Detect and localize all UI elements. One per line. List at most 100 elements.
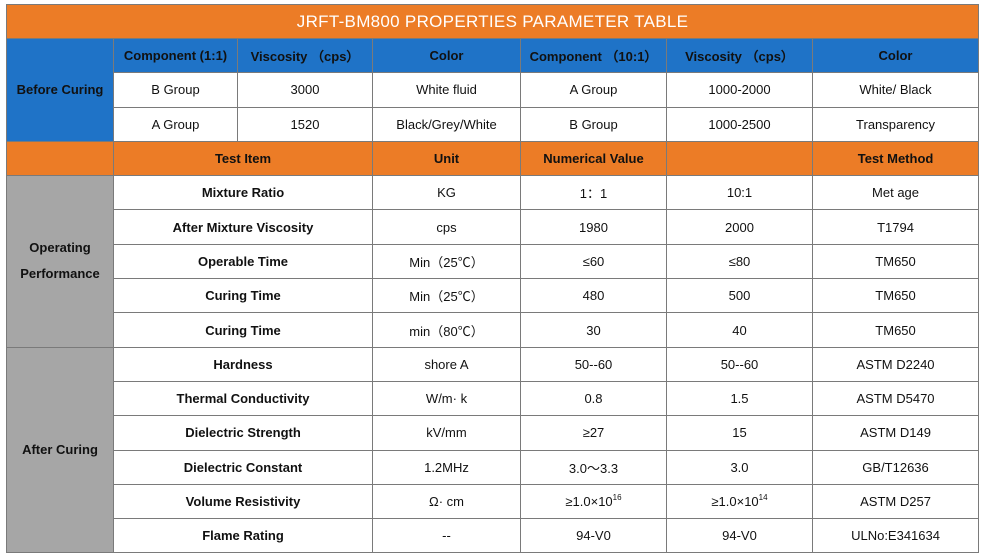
test-method: Met age <box>811 175 980 211</box>
test-item: Dielectric Constant <box>113 449 373 485</box>
table-row: B Group 3000 White fluid A Group 1000-20… <box>7 72 980 108</box>
cell: B Group <box>520 106 667 142</box>
value-1: ≤60 <box>520 243 667 280</box>
test-item: Mixture Ratio <box>113 175 373 211</box>
cell: 1000-2000 <box>666 72 813 108</box>
cell: 1000-2500 <box>666 106 813 142</box>
value-1-exponent: 16 <box>612 493 622 502</box>
value-2: 1.5 <box>666 380 813 417</box>
test-method: TM650 <box>811 278 980 314</box>
table-row: Thermal Conductivity W/m· k 0.8 1.5 ASTM… <box>7 380 980 417</box>
test-item: Volume Resistivity <box>113 483 373 520</box>
test-method: TM650 <box>811 312 980 348</box>
value-2: 3.0 <box>666 449 813 485</box>
test-item: Flame Rating <box>113 518 373 554</box>
cell: White/ Black <box>811 72 980 108</box>
value-1: 480 <box>520 278 667 314</box>
value-1: 3.0～3.3 <box>520 449 667 485</box>
header-blank-2 <box>666 140 813 177</box>
value-2-exponent: 14 <box>758 493 768 502</box>
unit: min（80℃） <box>372 312 521 348</box>
unit: KG <box>372 175 521 211</box>
table-row: Curing Time Min（25℃） 480 500 TM650 <box>7 278 980 314</box>
value-2: 94-V0 <box>666 518 813 554</box>
table-row: Operable Time Min（25℃） ≤60 ≤80 TM650 <box>7 243 980 280</box>
cell: A Group <box>520 72 667 108</box>
value-1: 50--60 <box>520 346 667 382</box>
table-row: Volume Resistivity Ω· cm ≥1.0×1016 ≥1.0×… <box>7 483 980 520</box>
value-2: 10:1 <box>666 175 813 211</box>
unit: Min（25℃） <box>372 243 521 280</box>
table-title: JRFT-BM800 PROPERTIES PARAMETER TABLE <box>5 4 980 39</box>
unit: Ω· cm <box>372 483 521 520</box>
table-row: A Group 1520 Black/Grey/White B Group 10… <box>7 106 980 142</box>
cell: White fluid <box>372 72 521 108</box>
value-1: 94-V0 <box>520 518 667 554</box>
header-unit: Unit <box>372 140 521 177</box>
value-1-base: ≥1.0×10 <box>565 494 613 509</box>
operating-performance-label: Operating Performance <box>6 175 114 348</box>
test-method: ASTM D257 <box>811 483 980 520</box>
value-2: 15 <box>666 415 813 451</box>
unit: W/m· k <box>372 380 521 417</box>
properties-table: JRFT-BM800 PROPERTIES PARAMETER TABLE Be… <box>5 4 980 554</box>
table-row: Curing Time min（80℃） 30 40 TM650 <box>7 312 980 348</box>
test-method: ASTM D5470 <box>811 380 980 417</box>
operating-label-line1: Operating <box>29 240 91 256</box>
unit: kV/mm <box>372 415 521 451</box>
header-component-10-1: Component （10:1） <box>520 37 667 74</box>
test-method: T1794 <box>811 209 980 245</box>
cell: A Group <box>113 106 238 142</box>
unit: -- <box>372 518 521 554</box>
unit: Min（25℃） <box>372 278 521 314</box>
test-item: Hardness <box>113 346 373 382</box>
value-2: 40 <box>666 312 813 348</box>
header-blank <box>6 140 114 177</box>
test-method: ASTM D149 <box>811 415 980 451</box>
value-2: 500 <box>666 278 813 314</box>
test-method: TM650 <box>811 243 980 280</box>
header-color-2: Color <box>811 37 980 74</box>
test-method: ASTM D2240 <box>811 346 980 382</box>
value-2-base: ≥1.0×10 <box>711 494 759 509</box>
table-row: Dielectric Strength kV/mm ≥27 15 ASTM D1… <box>7 415 980 451</box>
value-1: 30 <box>520 312 667 348</box>
test-method: GB/T12636 <box>811 449 980 485</box>
header-viscosity-1: Viscosity （cps） <box>237 37 373 74</box>
value-1: 0.8 <box>520 380 667 417</box>
value-1: 1：1 <box>520 175 667 211</box>
value-1: 1980 <box>520 209 667 245</box>
cell: 3000 <box>237 72 373 108</box>
header-component-1-1: Component (1:1) <box>113 37 238 74</box>
test-item: Dielectric Strength <box>113 415 373 451</box>
operating-label-line2: Performance <box>20 266 100 282</box>
test-item: Operable Time <box>113 243 373 280</box>
cell: Black/Grey/White <box>372 106 521 142</box>
test-item: Curing Time <box>113 278 373 314</box>
test-method: ULNo:E341634 <box>811 518 980 554</box>
test-item: Thermal Conductivity <box>113 380 373 417</box>
unit: 1.2MHz <box>372 449 521 485</box>
header-color-1: Color <box>372 37 521 74</box>
test-item: Curing Time <box>113 312 373 348</box>
after-curing-label: After Curing <box>6 346 114 554</box>
header-numerical-value: Numerical Value <box>520 140 667 177</box>
value-2: 2000 <box>666 209 813 245</box>
table-row: After Curing Hardness shore A 50--60 50-… <box>6 346 980 554</box>
header-test-item: Test Item <box>113 140 373 177</box>
cell: B Group <box>113 72 238 108</box>
value-1: ≥27 <box>520 415 667 451</box>
cell: 1520 <box>237 106 373 142</box>
table-row: After Mixture Viscosity cps 1980 2000 T1… <box>7 209 980 245</box>
header-test-method: Test Method <box>811 140 980 177</box>
cell: Transparency <box>811 106 980 142</box>
table-row: Dielectric Constant 1.2MHz 3.0～3.3 3.0 G… <box>7 449 980 485</box>
value-1: ≥1.0×1016 <box>520 483 667 520</box>
unit: shore A <box>372 346 521 382</box>
unit: cps <box>372 209 521 245</box>
value-2: ≤80 <box>666 243 813 280</box>
test-header-row: Test Item Unit Numerical Value Test Meth… <box>6 140 980 177</box>
value-2: ≥1.0×1014 <box>666 483 813 520</box>
table-row: Flame Rating -- 94-V0 94-V0 ULNo:E341634 <box>7 518 980 554</box>
table-row: Operating Performance Mixture Ratio KG 1… <box>6 175 980 348</box>
